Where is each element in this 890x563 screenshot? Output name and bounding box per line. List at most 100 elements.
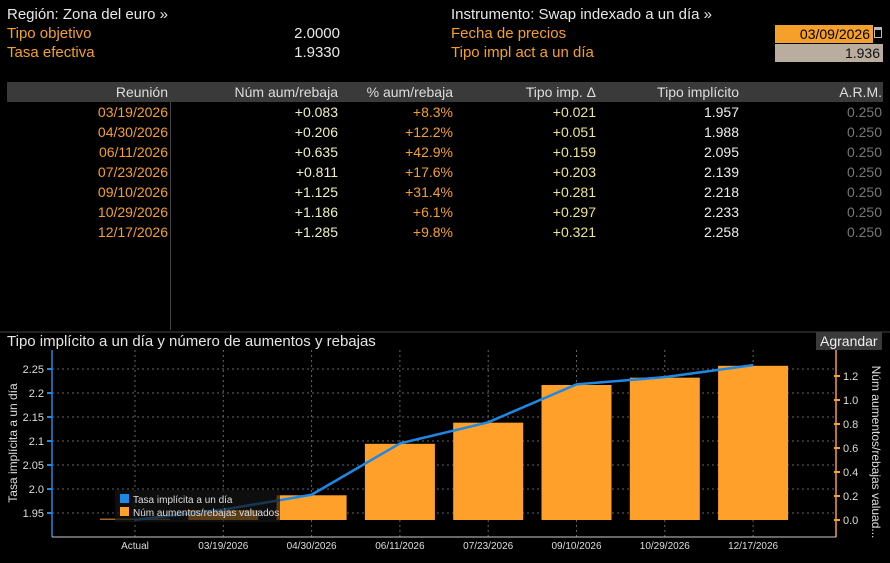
table-cell: +1.125 bbox=[294, 184, 338, 200]
table-cell: +0.021 bbox=[552, 104, 596, 120]
bar bbox=[364, 443, 435, 520]
table-cell: +1.285 bbox=[294, 224, 338, 240]
region-selector[interactable]: Región: Zona del euro » bbox=[7, 6, 168, 23]
right-tick-label: 0.2 bbox=[843, 491, 858, 503]
table-cell: +17.6% bbox=[405, 164, 453, 180]
table-cell: +0.051 bbox=[552, 124, 596, 140]
right-tick-label: 0.4 bbox=[843, 467, 858, 479]
bar bbox=[718, 365, 789, 520]
legend-label: Tasa implícita a un día bbox=[133, 495, 233, 506]
table-cell: +0.159 bbox=[552, 144, 596, 160]
table-cell: 06/11/2026 bbox=[98, 144, 168, 160]
tipo-impl-field: 1.936 bbox=[775, 44, 883, 62]
table-cell: 07/23/2026 bbox=[97, 164, 168, 180]
table-cell: 0.250 bbox=[846, 224, 882, 240]
table-cell: +42.9% bbox=[405, 144, 453, 160]
chart-svg: Tipo implícito a un día y número de aume… bbox=[0, 330, 890, 560]
table-cell: 0.250 bbox=[846, 204, 882, 220]
left-tick-label: 2.05 bbox=[23, 460, 44, 472]
tipo-objetivo-label: Tipo objetivo bbox=[7, 25, 92, 42]
table-cell: +0.203 bbox=[552, 164, 596, 180]
table-cell: 0.250 bbox=[846, 104, 882, 120]
table-cell: +9.8% bbox=[412, 224, 453, 240]
tasa-efectiva-label: Tasa efectiva bbox=[7, 44, 95, 61]
table-cell: +0.281 bbox=[552, 184, 596, 200]
table-row[interactable]: 06/11/2026 +0.635 +42.9% +0.159 2.095 0.250 bbox=[7, 142, 883, 162]
x-tick-label: Actual bbox=[121, 541, 149, 552]
table-row[interactable]: 04/30/2026 +0.206 +12.2% +0.051 1.988 0.250 bbox=[7, 122, 883, 142]
left-axis-label: Tasa implícita a un día bbox=[6, 383, 20, 503]
table-cell: +8.3% bbox=[412, 104, 453, 120]
column-header[interactable]: % aum/rebaja bbox=[366, 84, 453, 100]
column-header[interactable]: Tipo implícito bbox=[657, 84, 739, 100]
table-cell: +0.321 bbox=[552, 224, 596, 240]
table-row[interactable]: 07/23/2026 +0.811 +17.6% +0.203 2.139 0.250 bbox=[7, 162, 883, 182]
table-header: Reunión Núm aum/rebaja % aum/rebaja Tipo im… bbox=[7, 82, 883, 102]
instrument-selector[interactable]: Instrumento: Swap indexado a un día » bbox=[451, 6, 713, 23]
calendar-icon[interactable] bbox=[874, 27, 882, 38]
table-cell: +1.186 bbox=[294, 204, 338, 220]
left-tick-label: 2.1 bbox=[29, 436, 44, 448]
legend-swatch-line bbox=[120, 494, 129, 503]
table-cell: 0.250 bbox=[846, 144, 882, 160]
bar bbox=[629, 377, 700, 520]
right-tick-label: 0.0 bbox=[843, 515, 858, 527]
table-cell: +31.4% bbox=[405, 184, 453, 200]
chart-panel: Tipo implícito a un día y número de aume… bbox=[0, 330, 890, 560]
table-cell: 2.218 bbox=[703, 184, 739, 200]
x-tick-label: 10/29/2026 bbox=[640, 541, 690, 552]
left-tick-label: 1.95 bbox=[23, 508, 44, 520]
table-cell: 1.988 bbox=[703, 124, 739, 140]
bar bbox=[453, 422, 524, 520]
left-tick-label: 2.2 bbox=[29, 388, 44, 400]
x-tick-label: 09/10/2026 bbox=[551, 541, 601, 552]
table-cell: 2.095 bbox=[703, 144, 739, 160]
table-cell: 12/17/2026 bbox=[97, 224, 168, 240]
table-cell: 0.250 bbox=[846, 184, 882, 200]
table-cell: 0.250 bbox=[846, 124, 882, 140]
table-cell: +6.1% bbox=[412, 204, 453, 220]
table-cell: 10/29/2026 bbox=[97, 204, 168, 220]
meetings-table: Reunión Núm aum/rebaja % aum/rebaja Tipo im… bbox=[7, 82, 883, 331]
fecha-precios-label: Fecha de precios bbox=[451, 25, 567, 42]
right-tick-label: 0.8 bbox=[843, 419, 858, 431]
table-cell: 2.258 bbox=[703, 224, 739, 240]
chart-title: Tipo implícito a un día y número de aume… bbox=[7, 333, 376, 350]
table-cell: 09/10/2026 bbox=[97, 184, 168, 200]
tipo-impl-label: Tipo impl act a un día bbox=[451, 44, 594, 61]
x-tick-label: 12/17/2026 bbox=[728, 541, 778, 552]
legend-label: Núm aumentos/rebajas valuados bbox=[133, 508, 279, 519]
column-header[interactable]: Tipo imp. Δ bbox=[525, 84, 596, 100]
table-cell: 2.233 bbox=[703, 204, 739, 220]
bar bbox=[541, 385, 612, 520]
expand-button[interactable]: Agrandar bbox=[816, 332, 882, 350]
column-header[interactable]: Reunión bbox=[115, 84, 168, 100]
table-cell: 2.139 bbox=[703, 164, 739, 180]
right-tick-label: 1.0 bbox=[843, 395, 858, 407]
table-row[interactable]: 12/17/2026 +1.285 +9.8% +0.321 2.258 0.250 bbox=[7, 222, 883, 242]
table-cell: +0.083 bbox=[294, 104, 338, 120]
left-tick-label: 2.25 bbox=[23, 364, 44, 376]
right-axis-label: Núm aumentos/rebajas valuad... bbox=[869, 366, 883, 539]
fecha-precios-input[interactable]: 03/09/2026 bbox=[775, 25, 873, 43]
column-header[interactable]: A.R.M. bbox=[839, 84, 882, 100]
x-tick-label: 03/19/2026 bbox=[198, 541, 248, 552]
table-cell: +0.206 bbox=[294, 124, 338, 140]
right-tick-label: 0.6 bbox=[843, 443, 858, 455]
right-tick-label: 1.2 bbox=[843, 371, 858, 383]
table-cell: +0.811 bbox=[295, 164, 338, 180]
column-header[interactable]: Núm aum/rebaja bbox=[234, 84, 339, 100]
table-row[interactable]: 09/10/2026 +1.125 +31.4% +0.281 2.218 0.250 bbox=[7, 182, 883, 202]
x-tick-label: 04/30/2026 bbox=[287, 541, 337, 552]
table-cell: +12.2% bbox=[405, 124, 453, 140]
tasa-efectiva-value: 1.9330 bbox=[294, 44, 340, 61]
left-tick-label: 2.0 bbox=[29, 484, 44, 496]
table-cell: 1.957 bbox=[703, 104, 739, 120]
table-cell: 03/19/2026 bbox=[97, 104, 168, 120]
table-cell: +0.635 bbox=[294, 144, 338, 160]
legend-box bbox=[115, 490, 280, 522]
x-tick-label: 06/11/2026 bbox=[375, 541, 425, 552]
table-row[interactable]: 10/29/2026 +1.186 +6.1% +0.297 2.233 0.250 bbox=[7, 202, 883, 222]
table-row[interactable]: 03/19/2026 +0.083 +8.3% +0.021 1.957 0.250 bbox=[7, 102, 883, 122]
tipo-objetivo-value: 2.0000 bbox=[294, 25, 340, 42]
